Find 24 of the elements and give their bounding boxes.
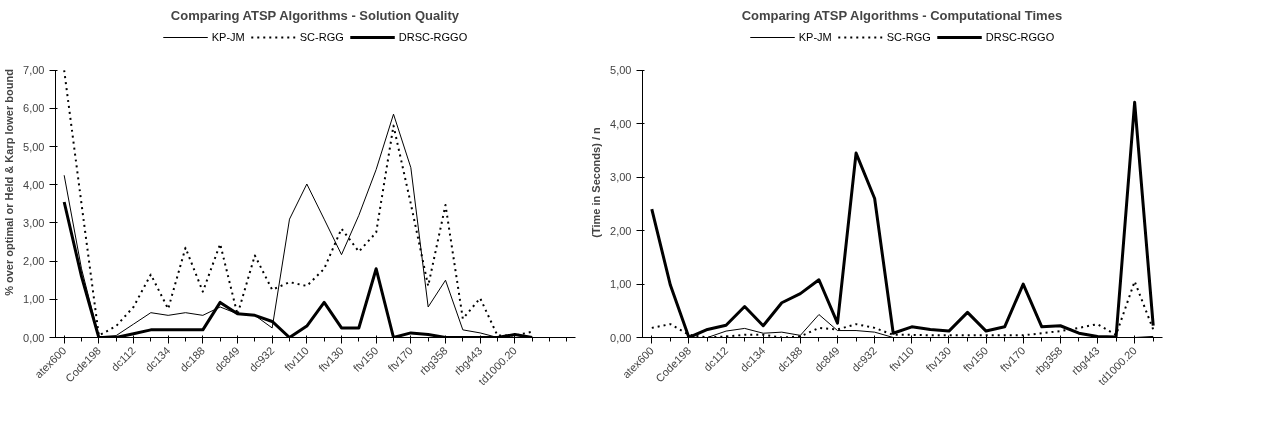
y-tick-label: 3,00 [610, 171, 632, 184]
y-tick-label: 1,00 [23, 293, 45, 306]
y-tick-label: 7,00 [23, 64, 45, 77]
y-tick-label: 5,00 [23, 140, 45, 153]
y-tick-label: 0,00 [23, 331, 45, 344]
legend-label: SC-RGG [886, 31, 931, 43]
legend-label: KP-JM [798, 31, 832, 43]
y-tick-label: 4,00 [23, 178, 45, 191]
y-tick-label: 0,00 [610, 331, 632, 344]
y-tick-label: 2,00 [23, 255, 45, 268]
y-axis-title: % over optimal or Held & Karp lower bound [3, 69, 16, 296]
legend-label: DRSC-RGGO [985, 31, 1055, 43]
chart-title: Comparing ATSP Algorithms - Computational Times [741, 7, 1063, 23]
y-axis-title: (Time in Seconds) / n [590, 127, 603, 238]
y-tick-label: 1,00 [610, 278, 632, 291]
legend-label: SC-RGG [299, 31, 344, 43]
y-tick-label: 2,00 [610, 224, 632, 237]
y-tick-label: 5,00 [610, 64, 632, 77]
y-tick-label: 4,00 [610, 117, 632, 130]
legend-label: DRSC-RGGO [398, 31, 468, 43]
y-tick-label: 6,00 [23, 102, 45, 115]
legend-label: KP-JM [211, 31, 245, 43]
y-tick-label: 3,00 [23, 216, 45, 229]
chart-title: Comparing ATSP Algorithms - Solution Quality [170, 7, 460, 23]
